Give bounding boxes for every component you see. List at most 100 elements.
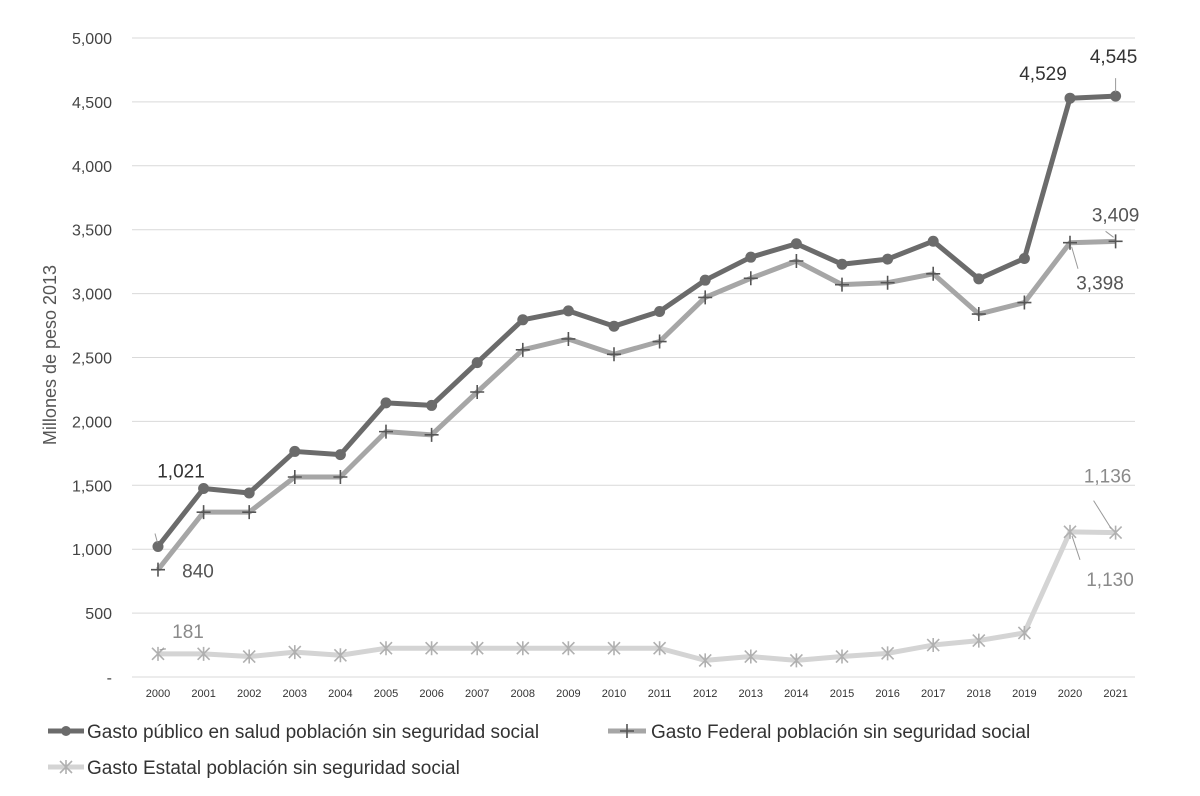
data-point bbox=[973, 273, 985, 285]
data-point bbox=[333, 469, 348, 484]
y-tick-label: 2,000 bbox=[72, 414, 112, 431]
series-line bbox=[158, 529, 1116, 663]
x-tick-label: 2005 bbox=[374, 688, 398, 700]
data-point bbox=[654, 305, 666, 317]
label-leader-line bbox=[1093, 500, 1112, 529]
series-line bbox=[156, 238, 1116, 572]
data-label: 840 bbox=[182, 562, 214, 583]
y-axis-label: Millones de peso 2013 bbox=[40, 265, 60, 445]
data-point bbox=[425, 641, 439, 656]
x-tick-label: 2003 bbox=[283, 688, 307, 700]
data-label: 4,545 bbox=[1090, 47, 1138, 68]
data-label: 1,130 bbox=[1086, 570, 1134, 591]
legend-item-gasto-federal[interactable]: Gasto Federal población sin seguridad so… bbox=[608, 722, 1030, 743]
series-markers bbox=[151, 90, 1123, 668]
data-label: 1,136 bbox=[1084, 467, 1132, 488]
data-point bbox=[1109, 525, 1123, 540]
data-point bbox=[1018, 252, 1030, 264]
data-point bbox=[653, 641, 667, 656]
data-point bbox=[926, 266, 941, 281]
data-point bbox=[333, 648, 347, 663]
data-point bbox=[1017, 625, 1031, 640]
data-point bbox=[196, 505, 211, 520]
x-tick-label: 2010 bbox=[602, 688, 626, 700]
x-tick-label: 2004 bbox=[328, 688, 352, 700]
data-label: 181 bbox=[172, 622, 204, 643]
data-label: 3,398 bbox=[1076, 274, 1124, 295]
data-point bbox=[1108, 234, 1123, 249]
data-point bbox=[379, 424, 393, 439]
legend: Gasto público en salud población sin seg… bbox=[48, 722, 1030, 779]
x-tick-label: 2018 bbox=[967, 688, 991, 700]
y-tick-label: 1,500 bbox=[72, 478, 112, 495]
data-point bbox=[881, 646, 895, 661]
data-point bbox=[242, 649, 256, 664]
gridlines bbox=[132, 37, 1135, 678]
data-point bbox=[926, 638, 940, 653]
legend-item-gasto-publico[interactable]: Gasto público en salud población sin seg… bbox=[48, 722, 539, 743]
data-point bbox=[242, 505, 257, 520]
x-tick-label: 2019 bbox=[1012, 688, 1036, 700]
x-tick-label: 2008 bbox=[511, 688, 535, 700]
y-tick-label: 3,000 bbox=[72, 287, 112, 304]
y-tick-label: 500 bbox=[85, 606, 112, 623]
x-tick-label: 2007 bbox=[465, 688, 489, 700]
data-label: 3,409 bbox=[1092, 205, 1140, 226]
x-tick-label: 2020 bbox=[1058, 688, 1082, 700]
data-point bbox=[334, 449, 346, 461]
legend-circle-marker bbox=[61, 726, 71, 736]
x-tick-label: 2000 bbox=[146, 688, 170, 700]
legend-plus-marker bbox=[620, 724, 634, 738]
legend-label-gasto-estatal: Gasto Estatal población sin seguridad so… bbox=[87, 758, 460, 779]
data-point bbox=[426, 399, 438, 411]
x-axis-ticks: 2000 2001 2002 2003 2004 2005 2006 2007 2008 2009… bbox=[146, 688, 1128, 700]
data-point bbox=[151, 562, 165, 577]
x-tick-label: 2014 bbox=[784, 688, 808, 700]
data-label: 1,021 bbox=[157, 462, 205, 483]
data-point bbox=[835, 649, 849, 664]
data-point bbox=[698, 290, 713, 305]
y-tick-label: - bbox=[107, 670, 112, 687]
label-leader-line bbox=[154, 533, 158, 543]
legend-asterisk-marker bbox=[59, 760, 73, 774]
data-point bbox=[789, 254, 804, 269]
x-tick-label: 2017 bbox=[921, 688, 945, 700]
y-tick-label: 5,000 bbox=[72, 31, 112, 48]
x-tick-label: 2021 bbox=[1103, 688, 1127, 700]
label-leader-line bbox=[1105, 230, 1114, 238]
series-lines bbox=[156, 93, 1116, 663]
data-point bbox=[927, 235, 939, 247]
data-point bbox=[562, 305, 574, 317]
y-tick-label: 2,500 bbox=[72, 351, 112, 368]
x-tick-label: 2015 bbox=[830, 688, 854, 700]
label-leader-line bbox=[1071, 535, 1081, 560]
data-point bbox=[745, 251, 757, 263]
data-point bbox=[152, 541, 164, 553]
data-point bbox=[836, 258, 848, 270]
x-tick-label: 2016 bbox=[875, 688, 899, 700]
data-point bbox=[652, 334, 667, 349]
data-point bbox=[287, 469, 302, 484]
data-point bbox=[698, 653, 712, 668]
x-tick-label: 2012 bbox=[693, 688, 717, 700]
data-point bbox=[1017, 295, 1032, 310]
legend-item-gasto-estatal[interactable]: Gasto Estatal población sin seguridad so… bbox=[48, 758, 460, 779]
y-axis-ticks: - 500 1,000 1,500 2,000 2,500 3,000 3,500 4,000 4… bbox=[72, 31, 112, 687]
data-point bbox=[835, 277, 849, 292]
label-leader-line bbox=[1071, 246, 1079, 269]
data-point bbox=[744, 649, 758, 664]
data-point bbox=[1110, 90, 1122, 102]
data-point bbox=[471, 357, 483, 369]
data-point bbox=[743, 271, 758, 286]
data-point bbox=[972, 633, 986, 648]
x-tick-label: 2011 bbox=[648, 688, 672, 700]
x-tick-label: 2013 bbox=[739, 688, 763, 700]
series-line bbox=[156, 93, 1116, 549]
data-point bbox=[1063, 235, 1077, 250]
x-tick-label: 2002 bbox=[237, 688, 261, 700]
data-point bbox=[515, 342, 530, 357]
data-point bbox=[197, 646, 211, 661]
data-point bbox=[561, 331, 576, 346]
data-point bbox=[880, 275, 895, 290]
data-point bbox=[379, 641, 393, 656]
